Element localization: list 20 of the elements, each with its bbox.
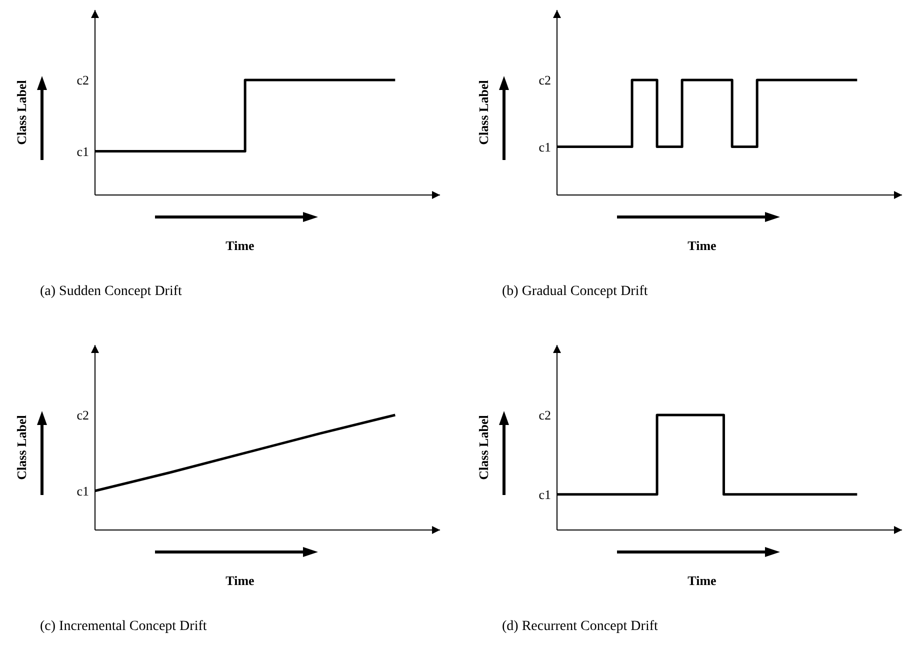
text: c1: [76, 144, 89, 159]
text: c2: [76, 408, 89, 423]
text: c1: [538, 486, 551, 502]
annotation: c2: [538, 72, 551, 88]
x-axis-title: Time: [688, 573, 717, 588]
text: c1: [76, 483, 89, 498]
text: (a) Sudden Concept Drift: [40, 284, 182, 299]
y-axis-title: Class Label: [14, 414, 29, 480]
text: (b) Gradual Concept Drift: [502, 284, 648, 299]
annotation: c1: [538, 139, 551, 154]
y-axis-title: Class Label: [14, 80, 29, 145]
x-axis-title: Time: [226, 238, 255, 253]
text: c2: [76, 72, 89, 88]
text: (c) Incremental Concept Drift: [40, 619, 207, 634]
text: c2: [538, 408, 551, 423]
y-axis-title: Class Label: [476, 80, 491, 145]
x-axis-title: Time: [226, 573, 255, 588]
text: (d) Recurrent Concept Drift: [502, 619, 658, 634]
x-axis-title: Time: [688, 238, 717, 253]
y-axis-title: Class Label: [476, 414, 491, 480]
